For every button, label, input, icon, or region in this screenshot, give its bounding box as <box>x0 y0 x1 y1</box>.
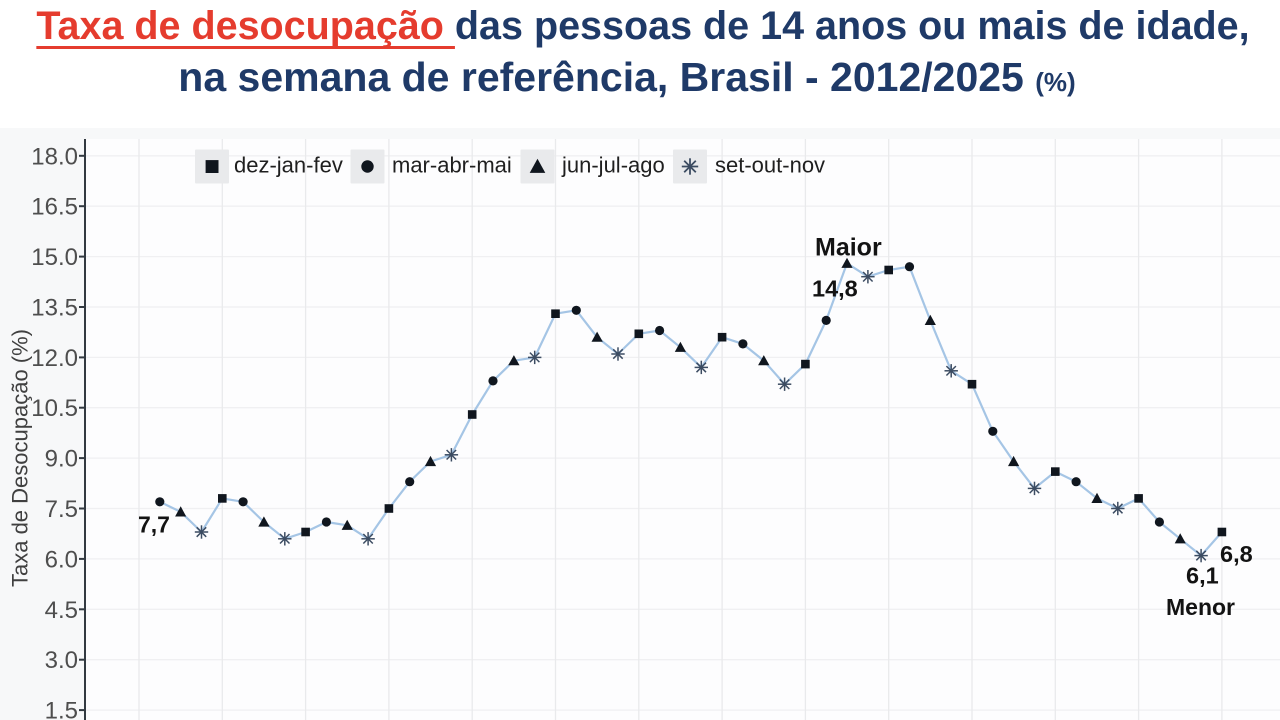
svg-text:6.0: 6.0 <box>45 546 78 573</box>
svg-text:Taxa de Desocupação (%): Taxa de Desocupação (%) <box>8 329 33 587</box>
svg-text:7,7: 7,7 <box>138 512 170 538</box>
svg-text:4.5: 4.5 <box>45 597 78 624</box>
svg-text:Menor: Menor <box>1166 594 1235 620</box>
svg-text:1.5: 1.5 <box>45 698 78 720</box>
svg-text:set-out-nov: set-out-nov <box>715 153 825 178</box>
svg-text:14,8: 14,8 <box>812 276 858 302</box>
svg-text:6,8: 6,8 <box>1220 541 1253 567</box>
svg-text:10.5: 10.5 <box>31 395 78 422</box>
svg-text:7.5: 7.5 <box>45 496 78 523</box>
svg-text:6,1: 6,1 <box>1186 563 1219 589</box>
svg-text:mar-abr-mai: mar-abr-mai <box>392 153 512 178</box>
svg-text:jun-jul-ago: jun-jul-ago <box>561 153 665 178</box>
svg-text:9.0: 9.0 <box>45 446 78 473</box>
svg-text:13.5: 13.5 <box>31 295 78 322</box>
svg-text:15.0: 15.0 <box>31 244 78 271</box>
svg-text:Maior: Maior <box>815 234 882 262</box>
svg-text:dez-jan-fev: dez-jan-fev <box>234 153 343 178</box>
svg-text:16.5: 16.5 <box>31 194 78 221</box>
svg-text:12.0: 12.0 <box>31 345 78 372</box>
svg-text:18.0: 18.0 <box>31 143 78 170</box>
svg-text:3.0: 3.0 <box>45 647 78 674</box>
